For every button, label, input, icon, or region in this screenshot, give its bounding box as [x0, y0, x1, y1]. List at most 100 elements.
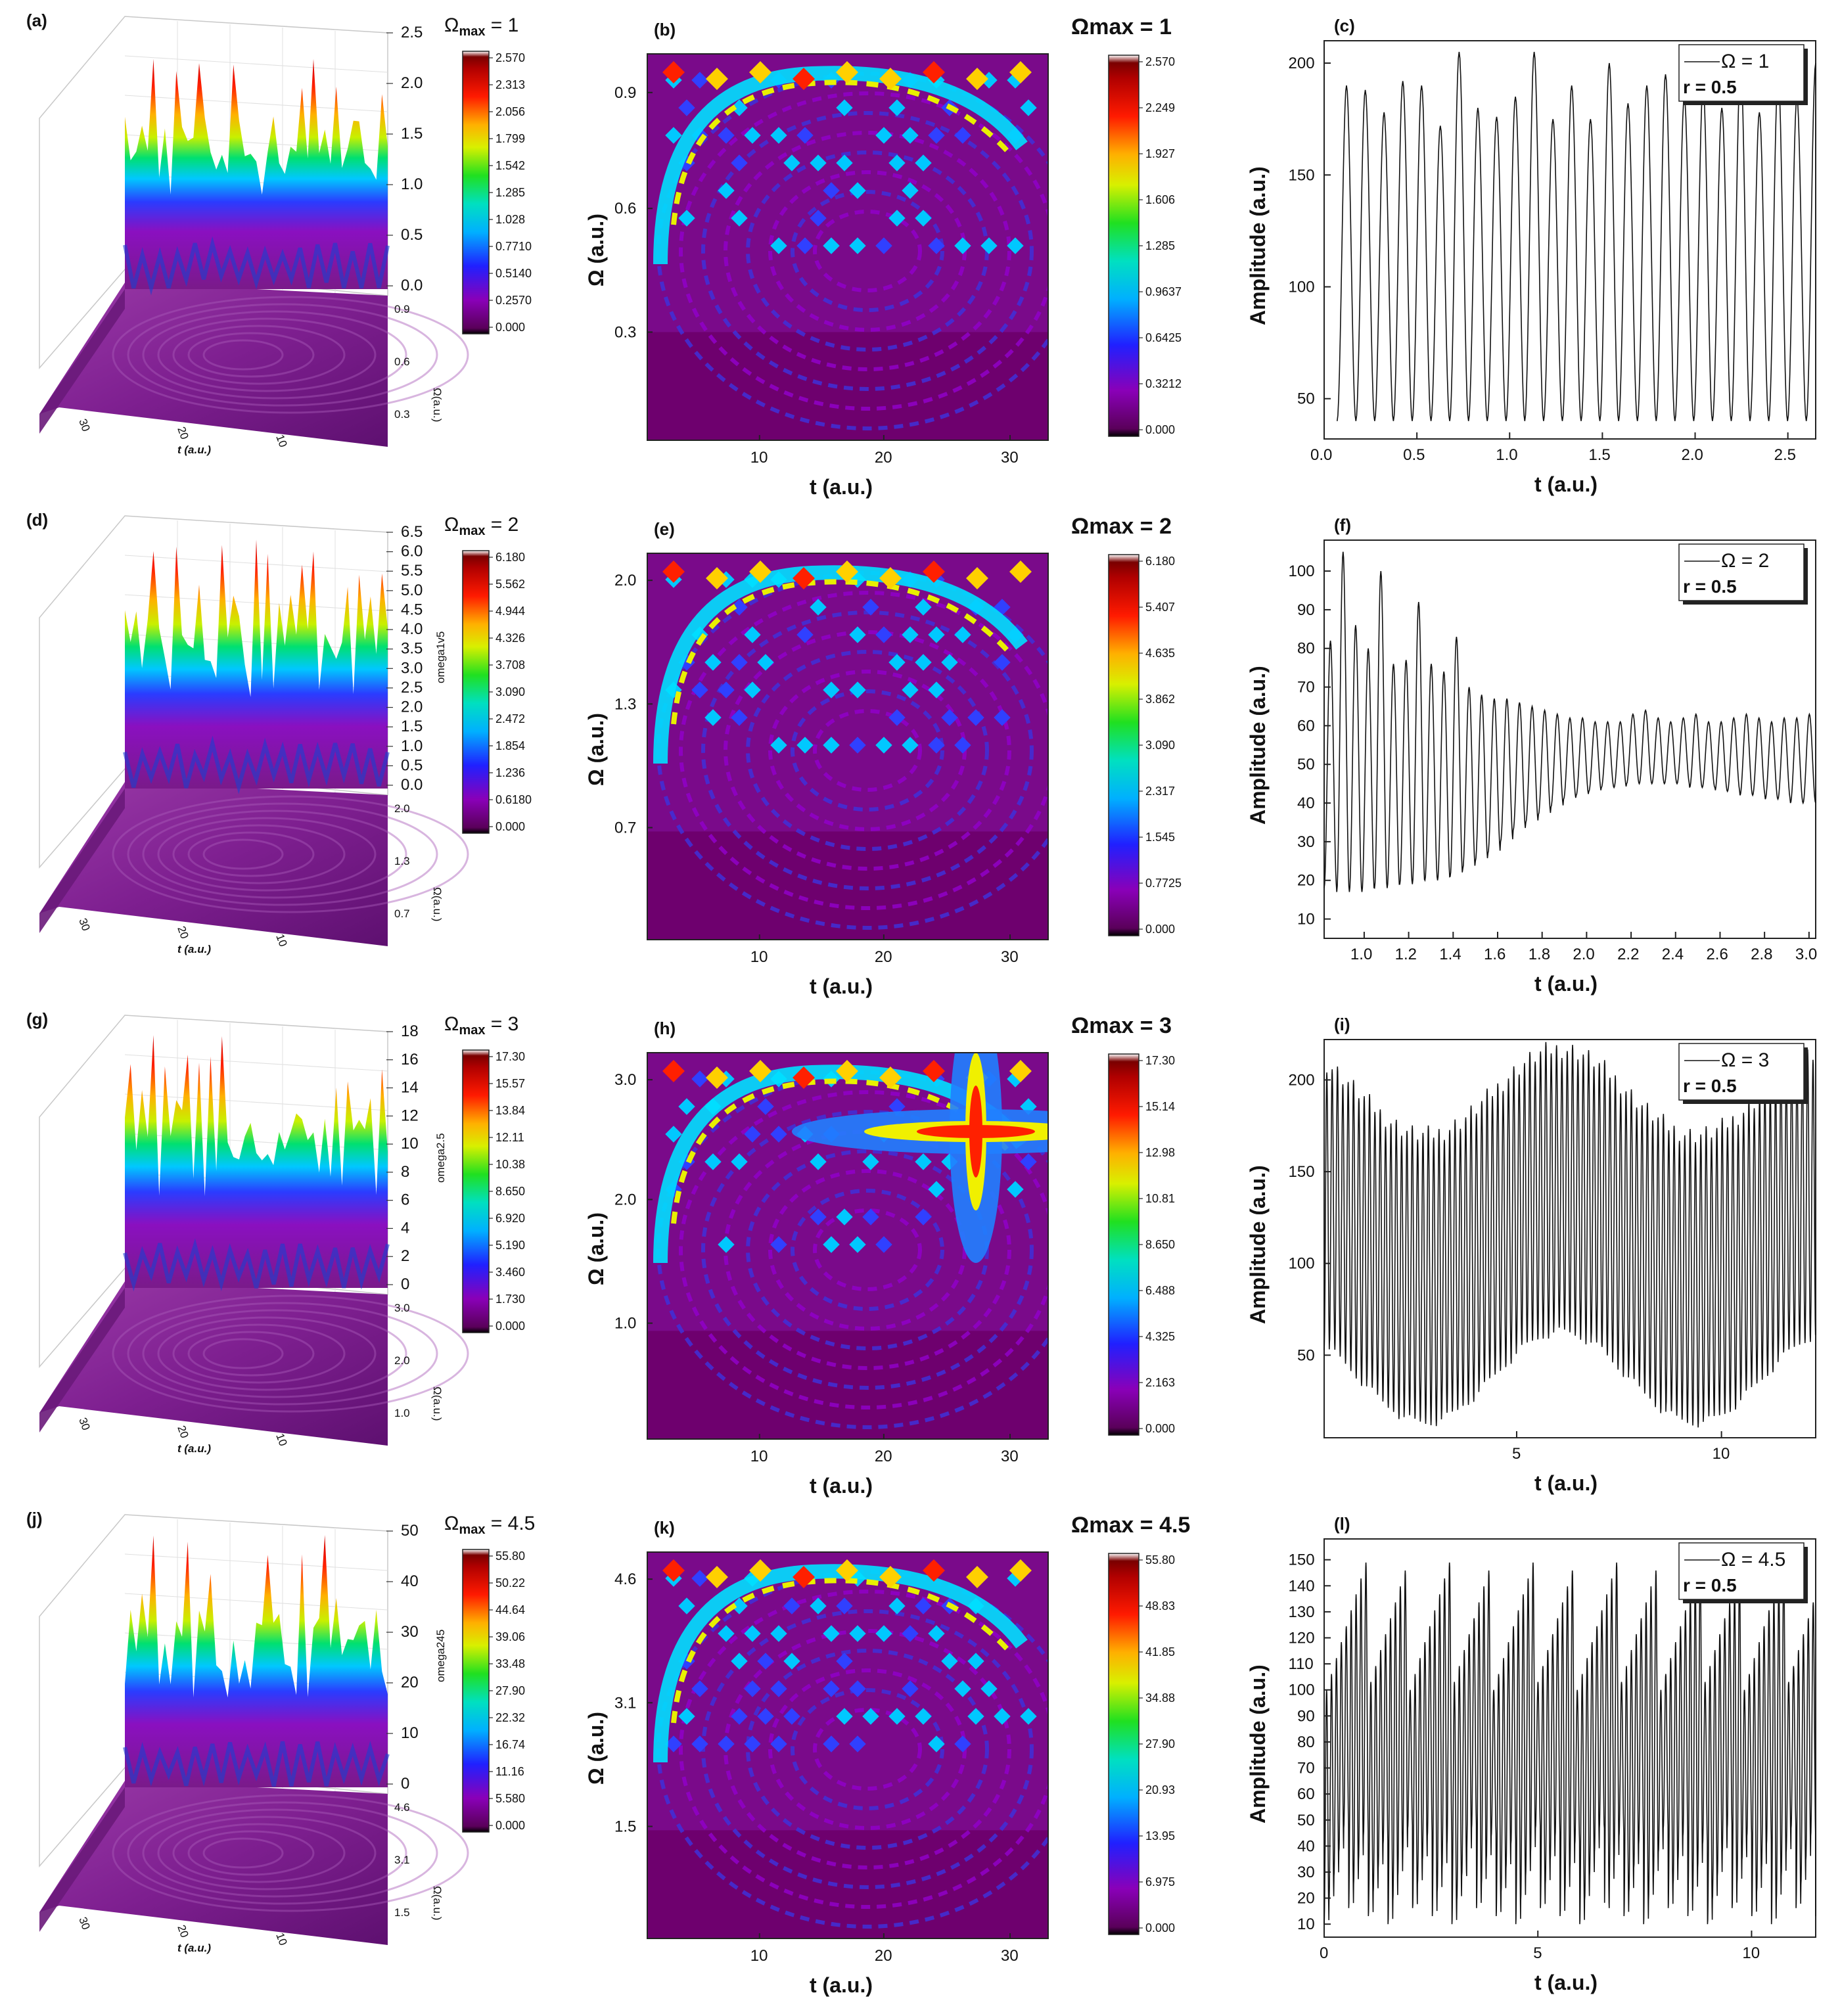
- x-axis-title: t (a.u.): [810, 475, 873, 499]
- x-tick-label: 2.5: [1774, 446, 1796, 464]
- colorbar-tick-label: 0.9637: [1145, 285, 1182, 298]
- colorbar-tick-label: 12.11: [495, 1131, 524, 1144]
- contour-peak: [1009, 1559, 1032, 1582]
- surface-ripple: [172, 1823, 346, 1883]
- contour-ring: [791, 190, 944, 312]
- t-tick-label: 10: [273, 1931, 289, 1947]
- y-tick-label: 50: [1297, 1812, 1315, 1829]
- contour-frame: [647, 1551, 1049, 1939]
- colorbar-tick-label: 22.32: [495, 1711, 525, 1724]
- omega-tick-label: 0.9: [394, 303, 410, 315]
- omega-axis-label: Ω(a.u.): [431, 1386, 444, 1421]
- panel-label: (h): [654, 1019, 676, 1038]
- y-axis-title: Ω (a.u.): [584, 1212, 608, 1285]
- contour-arc: [653, 66, 1028, 265]
- colorbar-tick-label: 4.944: [495, 605, 525, 618]
- legend-omega: Ω = 1: [1721, 51, 1769, 72]
- contour-ring: [813, 1208, 922, 1291]
- surface-panel: (j) 50 40 30 20 10 0 4.6 3.1 1.5 Ω(a.u.) omega245 30…: [26, 1509, 535, 1954]
- y-tick-label: 60: [1297, 717, 1315, 735]
- colorbar-tick-label: 2.313: [495, 78, 525, 91]
- z-tick-label: 6.5: [401, 523, 423, 541]
- t-tick-label: 30: [76, 917, 92, 932]
- x-tick-label: 20: [875, 449, 892, 467]
- colorbar-tick-label: 20.93: [1145, 1783, 1175, 1797]
- legend-r: r = 0.5: [1683, 576, 1737, 597]
- colorbar-tick-label: 1.028: [495, 213, 525, 226]
- legend-omega: Ω = 2: [1721, 550, 1769, 572]
- z-tick-label: 40: [401, 1572, 419, 1590]
- colorbar-tick-label: 50.22: [495, 1576, 525, 1590]
- y-axis-title: Amplitude (a.u.): [1246, 166, 1270, 325]
- omega-max-title: Ωmax = 1: [444, 14, 518, 39]
- omega-tick-label: 1.5: [394, 1906, 410, 1919]
- contour-arc-core: [671, 80, 1011, 225]
- x-tick-label: 1.2: [1395, 946, 1417, 963]
- contour-panel: (k) 4.6 3.1 1.5 10 20 30 t (a.u.) Ω (a.u.) Ωmax =…: [584, 1513, 1190, 1997]
- contour-field: [647, 1559, 1048, 1938]
- panel-label: (l): [1334, 1514, 1350, 1534]
- contour-peak: [923, 561, 945, 583]
- y-tick-label: 70: [1297, 1760, 1315, 1777]
- z-tick-label: 1.0: [401, 175, 423, 193]
- legend-r: r = 0.5: [1683, 1575, 1737, 1595]
- y-tick-label: 140: [1289, 1577, 1315, 1595]
- legend-omega: Ω = 3: [1721, 1049, 1769, 1071]
- z-tick-label: 12: [401, 1107, 419, 1124]
- colorbar-tick-label: 0.000: [1145, 423, 1175, 436]
- surface-gridline: [124, 1054, 388, 1072]
- x-axis-title: t (a.u.): [1534, 972, 1598, 996]
- colorbar-tick-label: 2.056: [495, 105, 525, 118]
- contour-ring: [679, 1590, 1048, 1909]
- surface-ripple: [187, 1331, 315, 1377]
- signal-panel: (i) 5 10 200 150 100 50 t (a.u.) Amplitude (a.u.…: [1246, 1015, 1816, 1495]
- colorbar-tick-label: 55.80: [1145, 1553, 1175, 1567]
- contour-peak: [1009, 561, 1032, 583]
- surface-floor: [39, 1781, 388, 1945]
- legend-r: r = 0.5: [1683, 77, 1737, 97]
- y-axis-title: Amplitude (a.u.): [1246, 1165, 1270, 1324]
- colorbar-tick-label: 10.38: [495, 1158, 525, 1171]
- z-tick-label: 1.0: [401, 737, 423, 755]
- signal-panel: (f) 1.0 1.2 1.4 1.6 1.8 2.0 2.2 2.4 2.6 2.8 3.0 100 9…: [1246, 515, 1817, 996]
- colorbar-gradient: [462, 1549, 490, 1833]
- contour-ring: [724, 1629, 1011, 1869]
- x-tick-label: 10: [750, 1448, 768, 1465]
- contour-colorbar: 2.570 2.249 1.927 1.606 1.285 0.9637 0.6425 0.3…: [1108, 55, 1182, 437]
- y-axis-title: Amplitude (a.u.): [1246, 666, 1270, 825]
- surface-ripple: [157, 1816, 377, 1890]
- t-tick-label: 20: [175, 1923, 191, 1939]
- x-tick-label: 10: [750, 948, 768, 966]
- panel-label: (e): [654, 519, 675, 539]
- surface-colorbar: 6.180 5.562 4.944 4.326 3.708 3.090 2.472 1.854…: [462, 550, 532, 834]
- amplitude-line: [1323, 551, 1816, 892]
- colorbar-tick-label: 3.460: [495, 1266, 525, 1279]
- colorbar-tick-label: 5.580: [495, 1792, 525, 1805]
- z-tick-label: 6: [401, 1191, 409, 1209]
- x-tick-label: 30: [1001, 1448, 1019, 1465]
- y-tick-label: 2.0: [614, 1191, 636, 1208]
- x-tick-label: 20: [875, 948, 892, 966]
- x-tick-label: 2.6: [1706, 946, 1728, 963]
- t-tick-label: 10: [273, 932, 289, 948]
- surface-ripple: [142, 310, 407, 400]
- surface-front: [39, 289, 125, 434]
- legend-box: [1678, 1542, 1805, 1600]
- surface-ripple: [202, 1338, 284, 1369]
- colorbar-tick-label: 0.000: [495, 820, 525, 833]
- contour-colorbar: 6.180 5.407 4.635 3.862 3.090 2.317 1.545 0.772…: [1108, 554, 1182, 936]
- contour-arc: [653, 565, 1028, 764]
- surface-ripple: [172, 1323, 346, 1384]
- surface-ridges: [123, 1741, 390, 1787]
- surface-ripple: [202, 1837, 284, 1869]
- surface-ridges: [123, 1238, 390, 1292]
- colorbar-tick-label: 1.285: [495, 186, 525, 199]
- surface-wall: [125, 1535, 388, 1787]
- panel-label: (b): [654, 20, 676, 39]
- z-axis-name: omega245: [434, 1630, 447, 1682]
- colorbar-tick-label: 5.190: [495, 1239, 525, 1252]
- x-tick-label: 2.2: [1617, 946, 1639, 963]
- contour-peak: [923, 1060, 945, 1082]
